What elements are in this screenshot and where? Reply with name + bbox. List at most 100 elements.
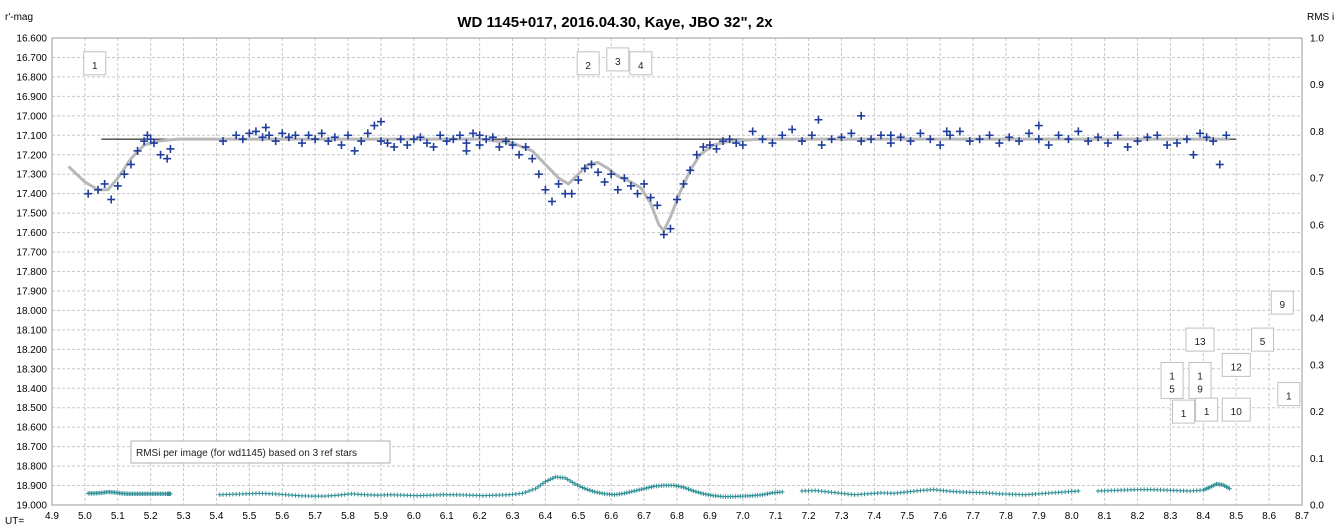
y-right-tick-label: 0.2 — [1310, 407, 1324, 418]
event-label-text: 5 — [1260, 337, 1266, 348]
x-tick-label: 7.7 — [966, 511, 980, 522]
rms-point — [548, 477, 553, 482]
mag-point — [541, 185, 550, 194]
mag-point — [258, 133, 267, 142]
rms-point — [168, 491, 173, 496]
mag-point — [1173, 139, 1181, 148]
mag-point — [298, 139, 306, 148]
rms-point — [590, 488, 595, 494]
mag-point — [1005, 133, 1014, 142]
y-right-axis-label: RMS i — [1307, 12, 1334, 23]
mag-point — [837, 133, 846, 142]
rms-point — [1076, 488, 1081, 494]
mag-point — [705, 141, 714, 150]
mag-point — [646, 193, 655, 202]
mag-point — [1143, 133, 1152, 142]
x-tick-label: 8.6 — [1262, 511, 1276, 522]
mag-point — [1123, 142, 1132, 151]
event-label: 5 — [1251, 327, 1275, 352]
mag-point — [679, 179, 688, 188]
rms-point — [627, 489, 632, 495]
x-tick-label: 7.2 — [802, 511, 816, 522]
mag-point — [548, 197, 556, 206]
mag-point — [455, 131, 464, 140]
mag-point — [251, 127, 260, 136]
mag-point — [1084, 137, 1093, 146]
mag-point — [965, 137, 974, 146]
event-label: 13 — [1185, 327, 1215, 352]
mag-point — [626, 181, 635, 190]
mag-point — [100, 179, 109, 188]
mag-point — [156, 150, 165, 159]
mag-point — [857, 111, 866, 120]
rms-point — [632, 488, 637, 494]
event-label-text: 4 — [638, 61, 644, 72]
mag-point — [330, 133, 339, 142]
mag-point — [508, 141, 517, 150]
mag-point — [587, 160, 596, 169]
mag-point — [363, 129, 372, 138]
mag-point — [528, 154, 537, 163]
rms-point — [629, 489, 634, 494]
mag-point — [600, 177, 609, 186]
x-axis-label: UT= — [5, 516, 24, 527]
mag-point — [449, 135, 458, 144]
y-left-tick-label: 18.600 — [16, 423, 47, 434]
mag-point — [1024, 129, 1033, 138]
y-right-tick-label: 0.6 — [1310, 220, 1324, 231]
mag-point — [1034, 135, 1043, 144]
rms-point — [688, 487, 694, 493]
mag-point — [607, 170, 616, 179]
x-tick-label: 8.2 — [1131, 511, 1145, 522]
mag-point — [317, 129, 326, 138]
mag-point — [501, 137, 510, 146]
mag-point — [488, 133, 497, 142]
mag-point — [1182, 135, 1191, 144]
mag-point — [738, 141, 747, 150]
x-tick-label: 5.9 — [374, 511, 388, 522]
y-left-tick-label: 17.500 — [16, 209, 47, 220]
mag-point — [324, 137, 333, 146]
rms-point — [538, 482, 543, 488]
mag-point — [107, 195, 116, 204]
mag-point — [699, 142, 708, 151]
y-right-tick-label: 0.8 — [1310, 127, 1324, 138]
x-tick-label: 6.0 — [407, 511, 421, 522]
mag-point — [84, 189, 93, 198]
mag-point — [1103, 139, 1112, 148]
x-tick-label: 5.0 — [78, 511, 92, 522]
mag-point — [1094, 133, 1103, 142]
rms-point — [622, 491, 627, 496]
mag-point — [383, 139, 392, 148]
x-tick-label: 7.1 — [769, 511, 783, 522]
y-left-tick-label: 18.400 — [16, 384, 47, 395]
y-right-tick-label: 0.1 — [1310, 454, 1324, 465]
rms-annotation-box: RMSi per image (for wd1145) based on 3 r… — [130, 440, 391, 464]
rms-point — [520, 491, 525, 496]
rms-point — [530, 487, 535, 493]
mag-point — [396, 135, 405, 144]
mag-point — [896, 133, 905, 142]
x-tick-label: 7.8 — [999, 511, 1013, 522]
mag-point — [416, 133, 425, 142]
mag-point — [390, 142, 399, 151]
mag-point — [554, 179, 563, 188]
event-label-text: 9 — [1197, 384, 1203, 395]
mag-point — [284, 133, 293, 142]
mag-point — [712, 144, 721, 153]
mag-point — [955, 127, 964, 136]
x-tick-label: 7.9 — [1032, 511, 1046, 522]
rms-point — [681, 485, 686, 490]
mag-point — [534, 170, 543, 179]
y-left-tick-label: 18.500 — [16, 403, 47, 414]
mag-point — [936, 141, 945, 150]
mag-point — [867, 135, 876, 144]
rms-point — [533, 486, 538, 491]
y-right-tick-label: 0.5 — [1310, 267, 1324, 278]
mag-point — [1133, 137, 1142, 146]
event-label-text: 1 — [92, 61, 98, 72]
mag-point — [686, 166, 695, 175]
event-label: 9 — [1270, 290, 1294, 315]
mag-point — [807, 131, 816, 140]
